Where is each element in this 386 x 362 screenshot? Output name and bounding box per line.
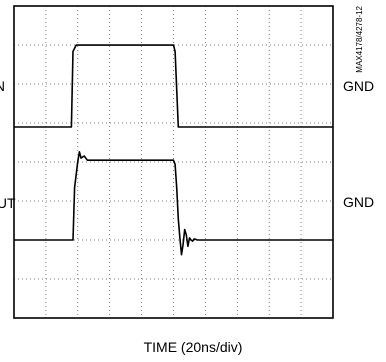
gnd-out-label: GND (343, 194, 375, 210)
figure-code: MAX4178/4278-12 (355, 6, 364, 73)
trace-in (14, 44, 333, 128)
trace-out (14, 151, 333, 256)
gnd-in-label: GND (343, 78, 375, 94)
traces (14, 44, 333, 256)
plot-frame (13, 5, 334, 319)
out-channel-label: OUT (0, 195, 16, 211)
x-axis-label: TIME (20ns/div) (143, 339, 243, 355)
in-channel-label: IN (0, 79, 5, 93)
